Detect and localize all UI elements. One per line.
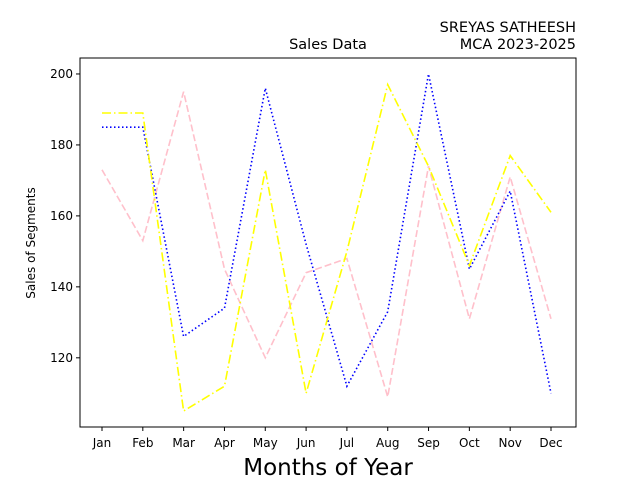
x-tick-label: Feb (132, 436, 153, 450)
series-line-1 (102, 73, 552, 394)
chart-title: Sales Data (289, 37, 367, 53)
x-tick-label: May (253, 436, 278, 450)
x-tick-label: Dec (539, 436, 562, 450)
plot-frame (79, 57, 577, 428)
author-course: MCA 2023-2025 (460, 37, 576, 53)
x-tick-label: Jul (339, 436, 354, 450)
y-tick-label: 180 (50, 138, 73, 152)
y-tick-label: 160 (50, 209, 73, 223)
series-line-2 (102, 82, 552, 413)
x-tick-label: Jun (296, 436, 316, 450)
y-tick-label: 200 (50, 67, 73, 81)
series-line-0 (101, 91, 552, 398)
x-tick-label: Mar (172, 436, 195, 450)
x-tick-label: Aug (376, 436, 399, 450)
x-tick-label: Oct (459, 436, 480, 450)
author-name: SREYAS SATHEESH (440, 20, 576, 36)
y-tick-label: 120 (50, 351, 73, 365)
x-axis-label: Months of Year (243, 455, 413, 480)
x-tick-label: Jan (92, 436, 112, 450)
x-tick-label: Sep (417, 436, 440, 450)
x-tick-label: Apr (214, 436, 235, 450)
y-axis-label: Sales of Segments (24, 187, 38, 298)
y-tick-label: 140 (50, 280, 73, 294)
plot-area: Jan Feb Mar Apr May Jun Jul Aug Sep Oct Nov Dec 120 1… (50, 57, 577, 450)
x-tick-label: Nov (498, 436, 521, 450)
